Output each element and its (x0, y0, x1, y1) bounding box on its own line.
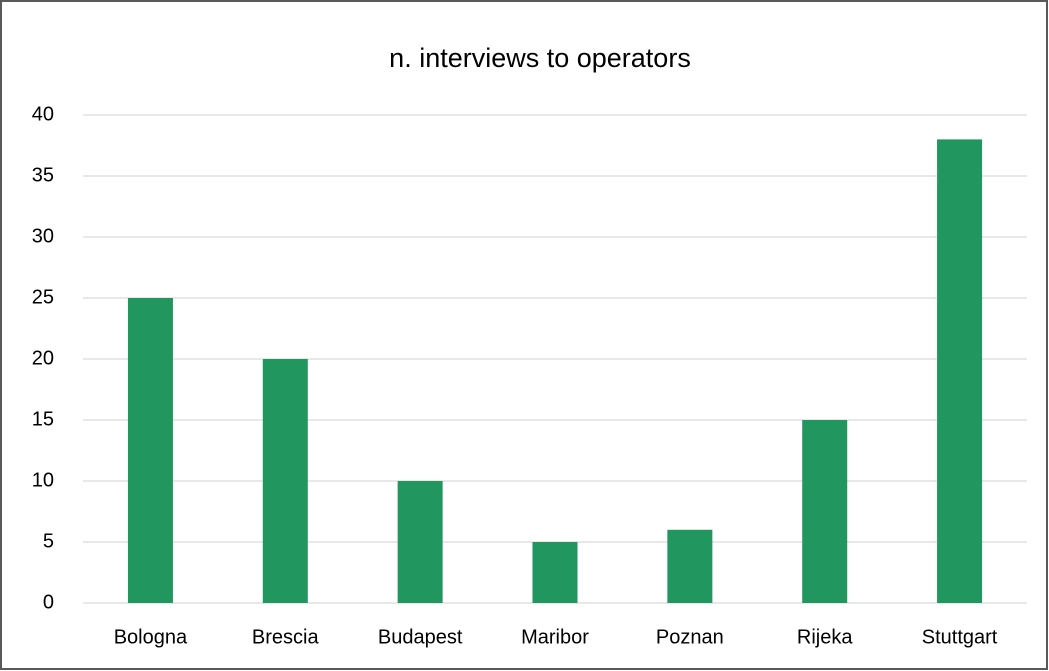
bar (667, 529, 713, 603)
y-tick-label: 15 (32, 408, 54, 430)
bar (397, 481, 443, 603)
x-tick-label: Rijeka (797, 626, 853, 648)
y-tick-label: 35 (32, 164, 54, 186)
y-tick-label: 0 (43, 591, 54, 613)
bar (937, 139, 983, 603)
y-tick-label: 40 (32, 103, 54, 125)
bar (802, 420, 848, 603)
x-tick-label: Brescia (252, 626, 320, 648)
bar (127, 298, 173, 603)
y-tick-label: 20 (32, 347, 54, 369)
chart-title: n. interviews to operators (389, 43, 691, 73)
bar (262, 359, 308, 603)
y-tick-label: 30 (32, 225, 54, 247)
y-tick-label: 10 (32, 469, 54, 491)
y-tick-label: 5 (43, 530, 54, 552)
x-tick-label: Stuttgart (922, 626, 998, 648)
bar (532, 542, 578, 603)
y-tick-label: 25 (32, 286, 54, 308)
x-tick-label: Maribor (521, 626, 589, 648)
x-tick-label: Poznan (656, 626, 724, 648)
x-tick-label: Bologna (114, 626, 188, 648)
x-tick-label: Budapest (378, 626, 463, 648)
